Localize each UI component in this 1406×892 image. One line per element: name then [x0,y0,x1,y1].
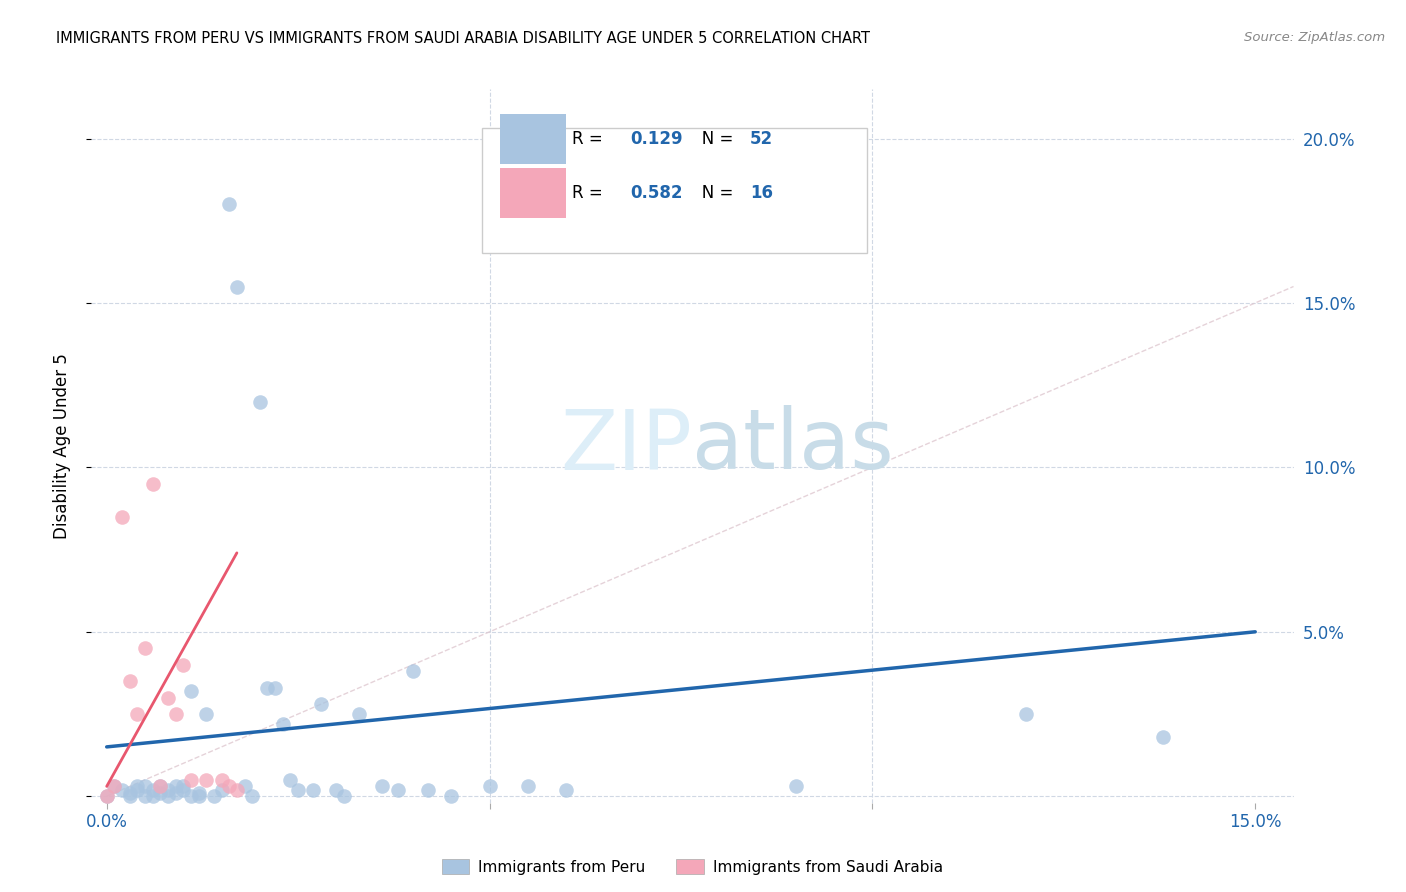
FancyBboxPatch shape [482,128,866,253]
FancyBboxPatch shape [501,168,567,218]
Point [233,780,256,794]
Point [418,782,440,797]
Text: 0.129: 0.129 [630,130,682,148]
Text: 52: 52 [751,130,773,148]
Point [555,782,578,797]
Text: R =: R = [572,130,609,148]
Text: ZIP: ZIP [561,406,692,486]
Point [172,780,194,794]
Point [225,782,247,797]
FancyBboxPatch shape [501,114,567,164]
Point [134,780,156,794]
Y-axis label: Disability Age Under 5: Disability Age Under 5 [52,353,70,539]
Point [302,782,325,797]
Point [325,782,347,797]
Point [142,789,165,804]
Point [127,782,149,797]
Point [149,780,172,794]
Point [280,772,302,787]
Point [180,789,202,804]
Point [349,706,371,721]
Point [195,706,218,721]
Point [142,782,165,797]
Point [180,772,202,787]
Point [387,782,409,797]
Point [271,717,294,731]
Point [111,509,134,524]
Point [218,197,240,211]
Point [211,772,233,787]
Point [785,780,807,794]
Text: IMMIGRANTS FROM PERU VS IMMIGRANTS FROM SAUDI ARABIA DISABILITY AGE UNDER 5 CORR: IMMIGRANTS FROM PERU VS IMMIGRANTS FROM … [56,31,870,46]
Point [440,789,463,804]
Point [402,665,425,679]
Point [195,772,218,787]
Point [478,780,501,794]
Point [149,786,172,800]
Text: 0.582: 0.582 [630,184,682,202]
Point [134,641,156,656]
Point [309,697,332,711]
Point [225,279,247,293]
Point [96,789,118,804]
Text: R =: R = [572,184,609,202]
Point [96,789,118,804]
Point [127,706,149,721]
Point [1152,730,1174,744]
Point [127,780,149,794]
Text: Source: ZipAtlas.com: Source: ZipAtlas.com [1244,31,1385,45]
Point [218,780,240,794]
Point [134,789,156,804]
Text: N =: N = [686,130,740,148]
Point [287,782,309,797]
Point [118,674,141,689]
Point [371,780,394,794]
Point [249,394,271,409]
Point [1014,706,1036,721]
Point [103,780,125,794]
Point [156,789,179,804]
Text: 16: 16 [751,184,773,202]
Point [333,789,356,804]
Point [187,789,209,804]
Point [516,780,538,794]
Point [142,476,165,491]
Point [256,681,278,695]
Point [187,786,209,800]
Point [240,789,263,804]
Point [156,782,179,797]
Point [172,782,194,797]
Point [202,789,225,804]
Point [111,782,134,797]
Point [165,780,187,794]
Point [165,786,187,800]
Text: atlas: atlas [692,406,894,486]
Point [211,782,233,797]
Point [149,780,172,794]
Point [118,786,141,800]
Point [156,690,179,705]
Legend: Immigrants from Peru, Immigrants from Saudi Arabia: Immigrants from Peru, Immigrants from Sa… [436,853,949,880]
Point [165,706,187,721]
Point [180,684,202,698]
Point [103,780,125,794]
Point [118,789,141,804]
Text: N =: N = [686,184,740,202]
Point [172,657,194,672]
Point [264,681,287,695]
